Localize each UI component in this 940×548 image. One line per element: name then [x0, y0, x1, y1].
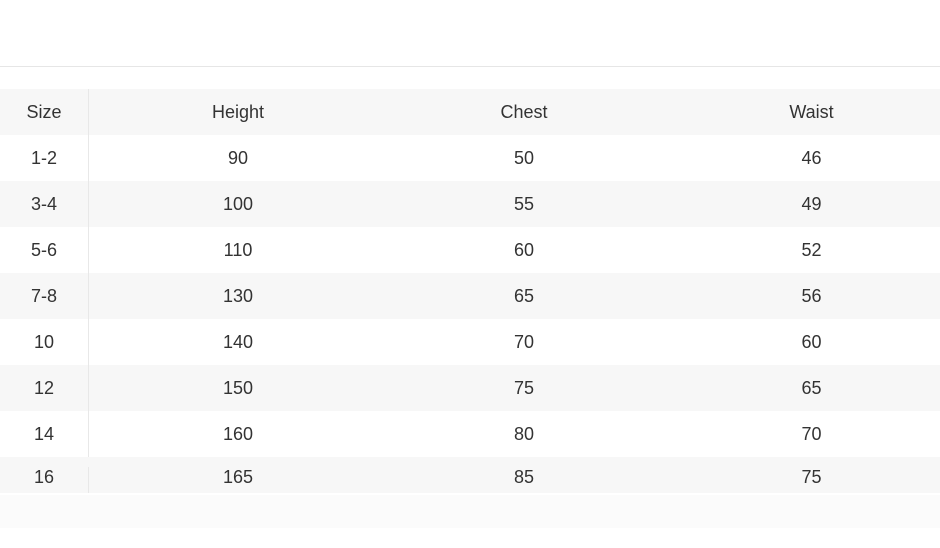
table-cell: 165 [222, 467, 254, 487]
table-cell: 90 [227, 147, 249, 168]
table-cell: 14 [0, 411, 89, 457]
table-cell: 70 [801, 423, 822, 444]
table-cell: 12 [0, 365, 89, 411]
table-cell: 80 [513, 423, 535, 444]
header-cell: Waist [789, 101, 834, 122]
table-cell: 75 [513, 377, 535, 398]
table-row: 14 160 80 70 [0, 411, 940, 457]
table-cell: 16 [0, 467, 89, 493]
size-chart-table: Size Height Chest Waist 1-2 90 50 46 3-4 100 55 49 5… [0, 89, 940, 493]
table-cell: 130 [222, 285, 254, 306]
table-row: 12 150 75 65 [0, 365, 940, 411]
table-cell: 3-4 [0, 181, 89, 227]
table-cell: 49 [801, 193, 822, 214]
table-cell: 52 [801, 239, 822, 260]
table-cell: 55 [513, 193, 535, 214]
divider [0, 66, 940, 67]
table-cell: 85 [513, 467, 535, 487]
table-row: 1-2 90 50 46 [0, 135, 940, 181]
table-row: 3-4 100 55 49 [0, 181, 940, 227]
table-cell: 150 [222, 377, 254, 398]
table-row: 5-6 110 60 52 [0, 227, 940, 273]
table-cell: 5-6 [0, 227, 89, 273]
table-cell: 160 [222, 423, 254, 444]
table-cell: 65 [801, 377, 822, 398]
table-cell: 110 [223, 239, 253, 260]
table-cell: 65 [513, 285, 535, 306]
table-cell: 60 [801, 331, 822, 352]
table-row: 10 140 70 60 [0, 319, 940, 365]
table-row: 16 165 85 75 [0, 457, 940, 493]
table-cell: 1-2 [0, 135, 89, 181]
table-row: 7-8 130 65 56 [0, 273, 940, 319]
table-cell: 70 [513, 331, 535, 352]
table-cell: 10 [0, 319, 89, 365]
table-header: Size Height Chest Waist [0, 89, 940, 135]
header-cell: Size [0, 89, 89, 135]
table-cell: 7-8 [0, 273, 89, 319]
table-cell: 50 [513, 147, 535, 168]
table-cell: 75 [801, 467, 822, 487]
table-cell: 46 [801, 147, 822, 168]
table-cell: 56 [801, 285, 822, 306]
table-cell: 100 [222, 193, 254, 214]
header-cell: Height [211, 101, 265, 122]
table-footer [0, 495, 940, 528]
table-cell: 60 [513, 239, 535, 260]
table-cell: 140 [222, 331, 254, 352]
header-cell: Chest [500, 101, 548, 122]
